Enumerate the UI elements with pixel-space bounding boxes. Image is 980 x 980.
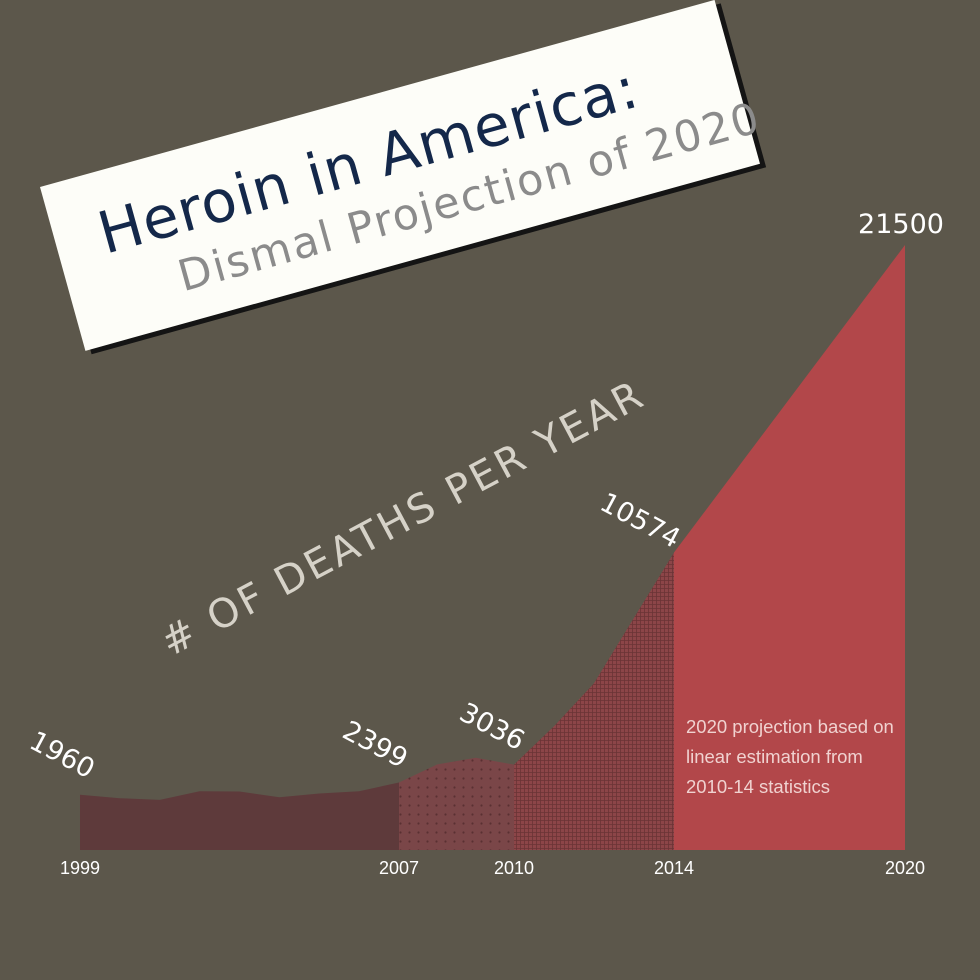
data-label-2010: 3036	[454, 697, 529, 757]
projection-note: 2020 projection based on linear estimati…	[686, 716, 894, 797]
data-label-1999: 1960	[24, 726, 99, 786]
data-label-2007: 2399	[337, 715, 412, 775]
area-layer	[80, 245, 905, 850]
area-segment-2007-2010	[399, 757, 514, 850]
data-label-2014: 10574	[595, 487, 685, 555]
area-segment-2010-2014	[514, 552, 674, 850]
x-tick-label-1999: 1999	[60, 858, 100, 878]
area-segment-1999-2007	[80, 782, 399, 850]
area-segment-2014-2020	[674, 245, 905, 850]
x-tick-label-2014: 2014	[654, 858, 694, 878]
x-tick-label-2010: 2010	[494, 858, 534, 878]
data-label-2020: 21500	[858, 209, 944, 240]
x-tick-label-2020: 2020	[885, 858, 925, 878]
x-tick-label-2007: 2007	[379, 858, 419, 878]
